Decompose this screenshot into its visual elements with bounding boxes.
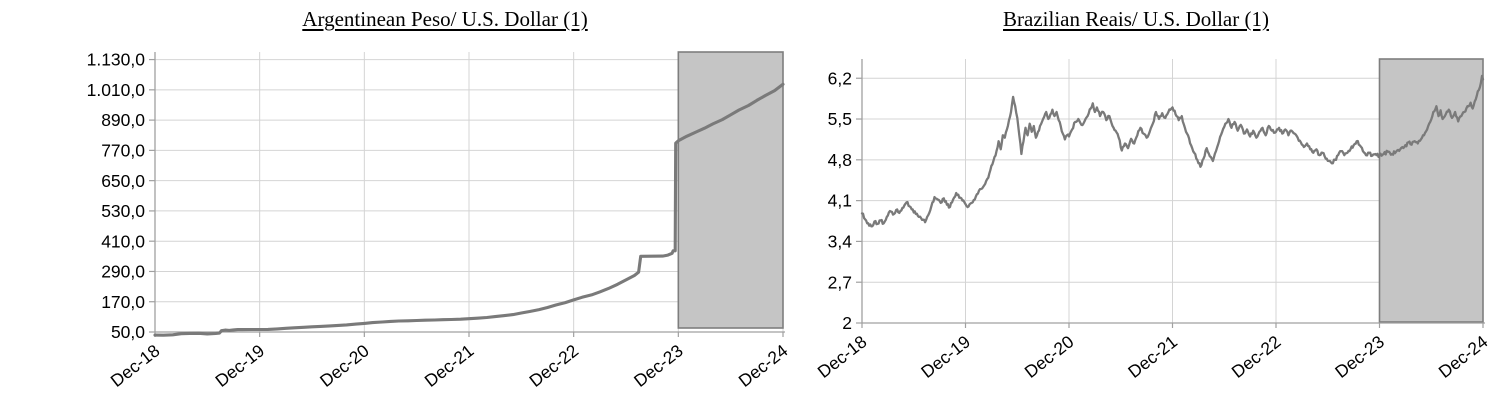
y-tick-label: 410,0 <box>101 231 145 251</box>
y-tick-label: 1.130,0 <box>87 50 146 70</box>
y-tick-label: 6,2 <box>828 68 852 88</box>
x-tick-label: Dec-21 <box>1124 331 1181 381</box>
y-tick-label: 4,8 <box>828 150 852 170</box>
x-tick-label: Dec-19 <box>211 340 268 390</box>
y-tick-label: 290,0 <box>101 262 145 282</box>
y-tick-label: 4,1 <box>828 191 852 211</box>
y-tick-label: 890,0 <box>101 110 145 130</box>
x-tick-label: Dec-22 <box>1228 331 1285 381</box>
y-tick-label: 650,0 <box>101 171 145 191</box>
x-tick-label: Dec-19 <box>917 331 974 381</box>
y-tick-label: 3,4 <box>828 232 853 252</box>
brl-chart-title: Brazilian Reais/ U.S. Dollar (1) <box>1003 7 1269 31</box>
y-tick-label: 1.010,0 <box>87 80 146 100</box>
y-tick-label: 2 <box>842 313 852 333</box>
forecast-highlight-region <box>677 51 784 329</box>
y-tick-label: 770,0 <box>101 141 145 161</box>
y-tick-label: 530,0 <box>101 201 145 221</box>
forecast-highlight-region <box>1378 58 1484 323</box>
x-tick-label: Dec-21 <box>421 340 478 390</box>
ars-exchange-rate-line <box>153 82 785 337</box>
x-tick-label: Dec-18 <box>107 340 164 390</box>
x-tick-label: Dec-24 <box>735 340 792 391</box>
y-tick-label: 5,5 <box>828 109 852 129</box>
x-tick-label: Dec-20 <box>316 340 373 391</box>
x-tick-label: Dec-18 <box>814 331 871 381</box>
y-tick-label: 50,0 <box>111 322 145 342</box>
x-tick-label: Dec-23 <box>630 340 687 390</box>
x-tick-label: Dec-22 <box>525 340 582 390</box>
x-tick-label: Dec-24 <box>1435 331 1492 382</box>
y-tick-label: 170,0 <box>101 292 145 312</box>
brl-exchange-rate-line <box>860 74 1485 228</box>
x-tick-label: Dec-20 <box>1021 331 1078 382</box>
y-tick-label: 2,7 <box>828 272 852 292</box>
x-tick-label: Dec-23 <box>1331 331 1388 381</box>
ars-chart-title: Argentinean Peso/ U.S. Dollar (1) <box>302 7 588 31</box>
